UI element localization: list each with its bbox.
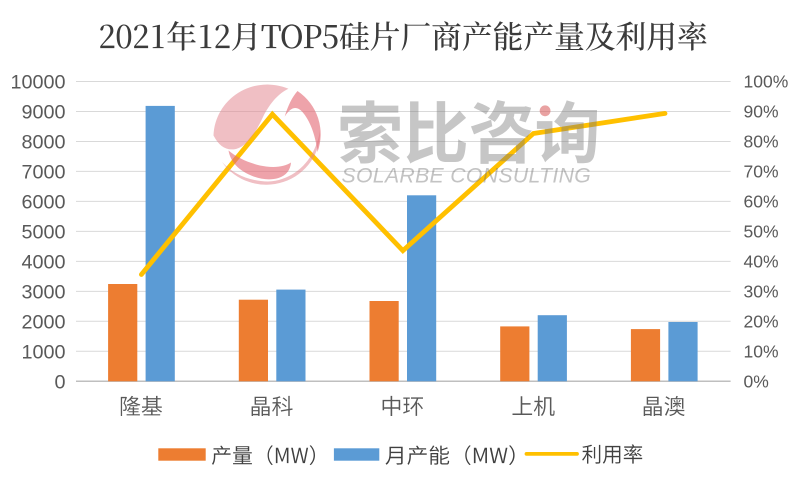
svg-text:90%: 90%: [744, 102, 779, 122]
svg-text:70%: 70%: [744, 162, 779, 182]
svg-text:0: 0: [54, 371, 65, 393]
svg-text:6000: 6000: [21, 191, 65, 213]
svg-text:20%: 20%: [744, 312, 779, 332]
svg-text:5000: 5000: [21, 221, 65, 243]
svg-text:7000: 7000: [21, 161, 65, 183]
svg-text:9000: 9000: [21, 102, 65, 124]
svg-text:3000: 3000: [21, 281, 65, 303]
svg-text:SOLARBE CONSULTING: SOLARBE CONSULTING: [342, 165, 592, 188]
svg-text:2000: 2000: [21, 311, 65, 333]
svg-text:0%: 0%: [744, 372, 769, 392]
svg-text:10%: 10%: [744, 342, 779, 362]
svg-text:100%: 100%: [744, 72, 789, 92]
svg-text:30%: 30%: [744, 282, 779, 302]
svg-text:50%: 50%: [744, 222, 779, 242]
svg-text:60%: 60%: [744, 192, 779, 212]
svg-text:80%: 80%: [744, 132, 779, 152]
svg-text:10000: 10000: [10, 72, 65, 94]
svg-text:4000: 4000: [21, 251, 65, 273]
svg-text:8000: 8000: [21, 132, 65, 154]
svg-text:40%: 40%: [744, 252, 779, 272]
svg-text:1000: 1000: [21, 341, 65, 363]
